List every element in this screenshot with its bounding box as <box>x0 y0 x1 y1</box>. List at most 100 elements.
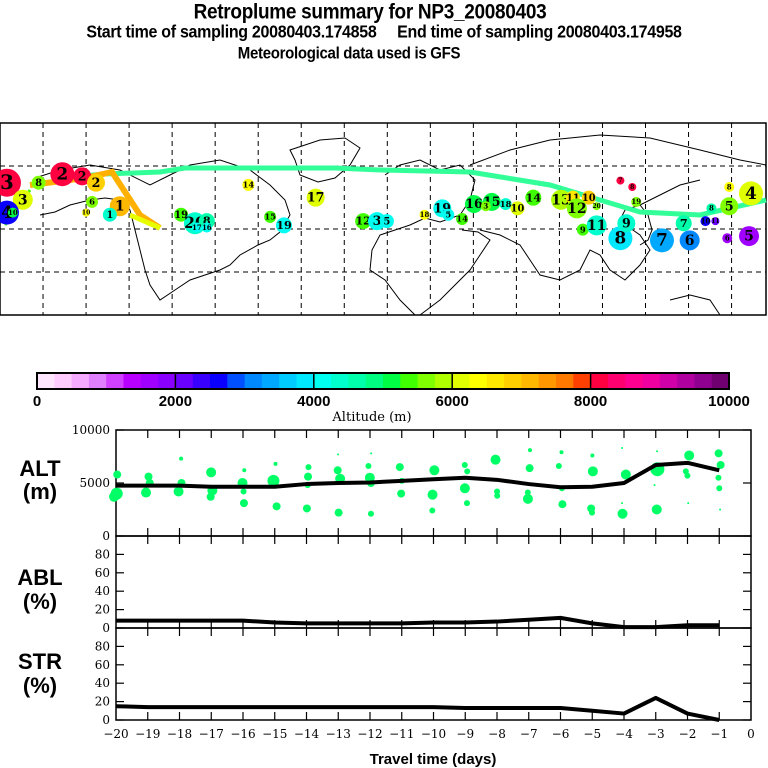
plume-marker: 10 <box>82 209 90 217</box>
world-map: 3222834101161019208171615191714123519518… <box>0 123 766 315</box>
x-tick-label: −9 <box>456 727 474 741</box>
colorbar-swatch <box>400 373 418 389</box>
alt-point <box>141 488 151 498</box>
alt-point <box>179 457 183 461</box>
colorbar-tick-label: 0 <box>33 393 41 410</box>
colorbar-swatch <box>677 373 695 389</box>
plume-marker: 5 <box>442 209 454 221</box>
x-tick-label: −16 <box>230 727 255 741</box>
plume-day-label: 14 <box>456 214 468 224</box>
y-tick-label: 80 <box>95 639 110 653</box>
x-tick-label: −7 <box>520 727 538 741</box>
plume-day-label: 3 <box>483 201 488 210</box>
alt-point <box>621 447 623 449</box>
colorbar-tick-label: 6000 <box>436 393 469 410</box>
abl-panel-label: ABL <box>17 565 62 590</box>
plume-day-label: 10 <box>8 208 18 217</box>
alt-panel-label: ALT <box>19 456 61 481</box>
alt-point <box>396 463 404 471</box>
abl-panel: 020406080 <box>95 536 751 635</box>
plume-day-label: 19 <box>631 197 641 206</box>
x-tick-label: −11 <box>389 727 414 741</box>
plume-day-label: 10 <box>701 216 711 225</box>
x-tick-label: −3 <box>647 727 665 741</box>
colorbar-swatch <box>573 373 591 389</box>
alt-point <box>242 468 246 472</box>
colorbar-swatch <box>625 373 643 389</box>
plume-marker: 18 <box>419 210 429 220</box>
plume-marker: 20 <box>592 202 600 210</box>
x-tick-label: −19 <box>135 727 160 741</box>
x-tick-label: −15 <box>262 727 287 741</box>
alt-point <box>429 508 435 514</box>
plume-day-label: 7 <box>618 177 622 184</box>
alt-point <box>304 473 312 481</box>
alt-point <box>429 465 439 475</box>
alt-point <box>558 500 566 508</box>
alt-point <box>428 490 438 500</box>
colorbar-swatch <box>262 373 280 389</box>
alt-point <box>719 509 721 511</box>
colorbar-swatch <box>383 373 401 389</box>
alt-point <box>687 502 689 504</box>
plume-marker: 6 <box>722 233 732 243</box>
plume-marker: 2 <box>50 162 74 186</box>
plume-marker: 6 <box>680 230 700 250</box>
plume-day-label: 15 <box>264 212 276 222</box>
y-tick-label: 20 <box>95 603 110 617</box>
plume-marker: 16 <box>202 223 212 233</box>
x-tick-label: 0 <box>747 727 755 741</box>
x-tick-label: −17 <box>199 727 224 741</box>
plume-marker: 9 <box>617 214 635 232</box>
plume-marker: 17 <box>307 189 325 207</box>
plume-marker: 10 <box>700 216 710 226</box>
plume-marker: 5 <box>380 214 394 228</box>
alt-point <box>589 510 595 516</box>
plume-day-label: 8 <box>709 204 714 213</box>
plume-marker: 8 <box>32 176 46 190</box>
colorbar-swatch <box>660 373 678 389</box>
colorbar-swatch <box>470 373 488 389</box>
colorbar-tick-label: 8000 <box>574 393 607 410</box>
alt-point <box>528 448 532 452</box>
series-line <box>116 618 719 627</box>
plume-day-label: 16 <box>202 223 212 232</box>
plume-day-label: 6 <box>725 233 730 242</box>
alt-point <box>656 450 658 452</box>
alt-point <box>654 484 656 486</box>
alt-point <box>109 492 119 502</box>
alt-point <box>274 462 278 466</box>
alt-point <box>491 455 501 465</box>
x-tick-label: −2 <box>679 727 697 741</box>
plume-day-label: 16 <box>465 196 483 211</box>
plume-day-label: 14 <box>526 190 542 204</box>
colorbar-swatch <box>193 373 211 389</box>
plume-day-label: 18 <box>420 210 430 219</box>
alt-point <box>397 490 405 498</box>
plume-day-label: 10 <box>82 209 90 216</box>
alt-point <box>462 462 468 468</box>
str-panel-unit: (%) <box>23 673 57 698</box>
alt-point <box>460 483 470 493</box>
colorbar-swatch <box>487 373 505 389</box>
plume-marker: 17 <box>192 223 202 233</box>
plume-day-label: 6 <box>685 233 695 249</box>
plume-day-label: 2 <box>57 164 69 184</box>
plume-marker: 1 <box>103 208 117 222</box>
plume-marker: 10 <box>8 208 18 218</box>
plume-marker: 2 <box>87 174 105 192</box>
plume-day-label: 6 <box>89 197 95 207</box>
colorbar-swatch <box>314 373 332 389</box>
y-tick-label: 20 <box>95 695 110 709</box>
plume-day-label: 9 <box>580 224 586 234</box>
plume-marker: 14 <box>456 213 468 225</box>
y-tick-label: 0 <box>102 621 110 635</box>
colorbar-swatch <box>331 373 349 389</box>
plume-marker: 12 <box>567 198 587 218</box>
plume-marker: 7 <box>650 228 674 252</box>
colorbar-swatch <box>141 373 159 389</box>
alt-point <box>716 485 722 491</box>
plume-day-label: 5 <box>383 216 390 227</box>
alt-point <box>365 463 371 469</box>
alt-point <box>241 488 247 494</box>
